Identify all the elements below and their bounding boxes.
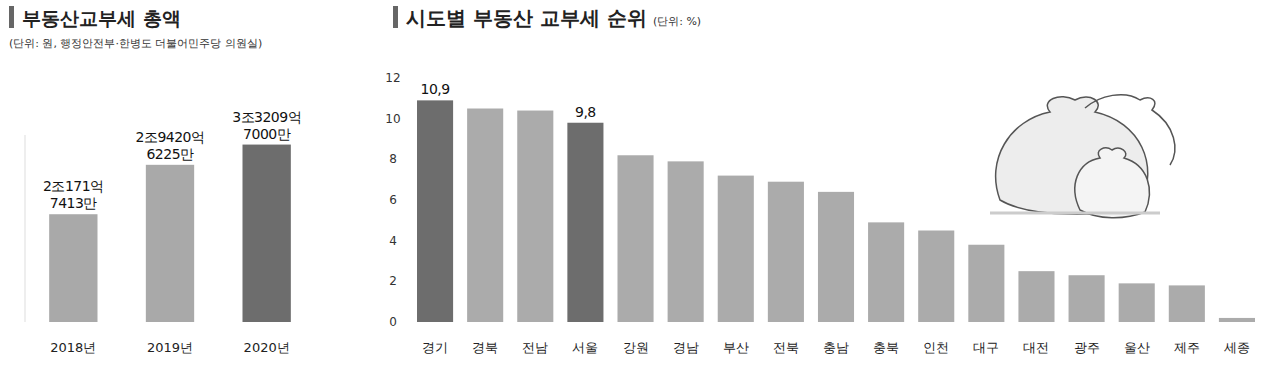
data-label-line: 2조9420억 [135,129,204,145]
y-tick-label: 0 [389,315,397,329]
y-tick-label: 4 [389,234,397,248]
bar [243,145,291,322]
data-label-line: 2조171억 [43,178,104,194]
x-tick-label: 경남 [673,340,699,355]
title: 시도별 부동산 교부세 순위 [406,6,647,30]
bar [1119,283,1155,322]
bar [1018,271,1054,322]
bar [567,123,603,322]
money-bag-illustration [990,95,1175,218]
data-label: 10,9 [420,81,449,97]
x-tick-label: 제주 [1174,340,1200,355]
y-tick [407,78,409,79]
bar [868,222,904,322]
bar [1069,275,1105,322]
data-label-line: 10,9 [420,81,449,97]
x-tick-label: 2018년 [50,340,96,355]
y-tick [407,281,409,282]
data-label: 9,8 [575,104,596,120]
x-tick-label: 2019년 [147,340,193,355]
bar [146,165,194,322]
data-label-line: 3조3209억 [232,109,301,125]
bar [467,109,503,323]
x-tick-label: 부산 [723,340,749,355]
bar [718,176,754,322]
x-tick-label: 대구 [973,340,999,355]
x-tick-label: 충남 [823,340,849,355]
title-marker [9,6,14,28]
bar [918,231,954,323]
title-marker [393,6,398,28]
x-tick-label: 강원 [623,340,649,355]
bar [1219,318,1255,322]
x-tick-label: 세종 [1224,340,1250,355]
bars [49,145,291,322]
bars [417,100,1255,322]
x-tick-label: 경북 [472,340,498,355]
chart-0: 부동산교부세 총액 (단위: 원, 행정안전부·한병도 더불어민주당 의원실) 20… [9,6,301,355]
x-tick-label: 광주 [1074,340,1100,355]
subtitle: (단위: 원, 행정안전부·한병도 더불어민주당 의원실) [9,37,262,50]
x-tick-label: 서울 [572,340,598,355]
x-tick-label: 울산 [1124,340,1150,355]
x-tick-label: 전북 [773,340,799,355]
y-tick [407,322,409,323]
x-tick-label: 대전 [1023,340,1049,355]
data-label-line: 9,8 [575,104,596,120]
axis-line [25,135,26,322]
bar [768,182,804,322]
bag [1075,148,1150,218]
bar [1169,285,1205,322]
chart-canvas: 부동산교부세 총액(단위: 원, 행정안전부·한병도 더불어민주당 의원실)20… [0,0,1280,371]
y-tick [407,240,409,241]
y-tick [407,200,409,201]
chart-1: 시도별 부동산 교부세 순위 (단위: %) 0 2 4 6 8 10 12 경기 10,9 경북 전남… [385,6,1255,355]
bar [517,111,553,322]
bar [818,192,854,322]
y-tick [407,159,409,160]
bar [617,155,653,322]
y-tick-label: 12 [385,71,400,85]
y-tick-label: 6 [389,193,397,207]
title: 부동산교부세 총액 [22,7,181,29]
y-tick-label: 8 [389,152,397,166]
bar [668,161,704,322]
y-tick-label: 10 [385,112,400,126]
y-tick [407,118,409,119]
y-tick-label: 2 [389,274,397,288]
x-tick-label: 전남 [522,340,548,355]
bar [968,245,1004,322]
bar [417,100,453,322]
data-label: 2조171억7413만 [43,178,104,211]
x-tick-label: 경기 [422,340,448,355]
data-label: 2조9420억6225만 [135,129,204,162]
data-label: 3조3209억7000만 [232,109,301,142]
data-label-line: 7000만 [243,126,291,142]
x-tick-label: 인천 [923,340,949,355]
x-tick-label: 2020년 [244,340,290,355]
bag-shadow [990,212,1160,215]
bar [49,214,97,322]
data-label-line: 7413만 [50,195,98,211]
x-tick-label: 충북 [873,340,899,355]
data-label-line: 6225만 [146,146,194,162]
subtitle: (단위: %) [653,15,701,28]
